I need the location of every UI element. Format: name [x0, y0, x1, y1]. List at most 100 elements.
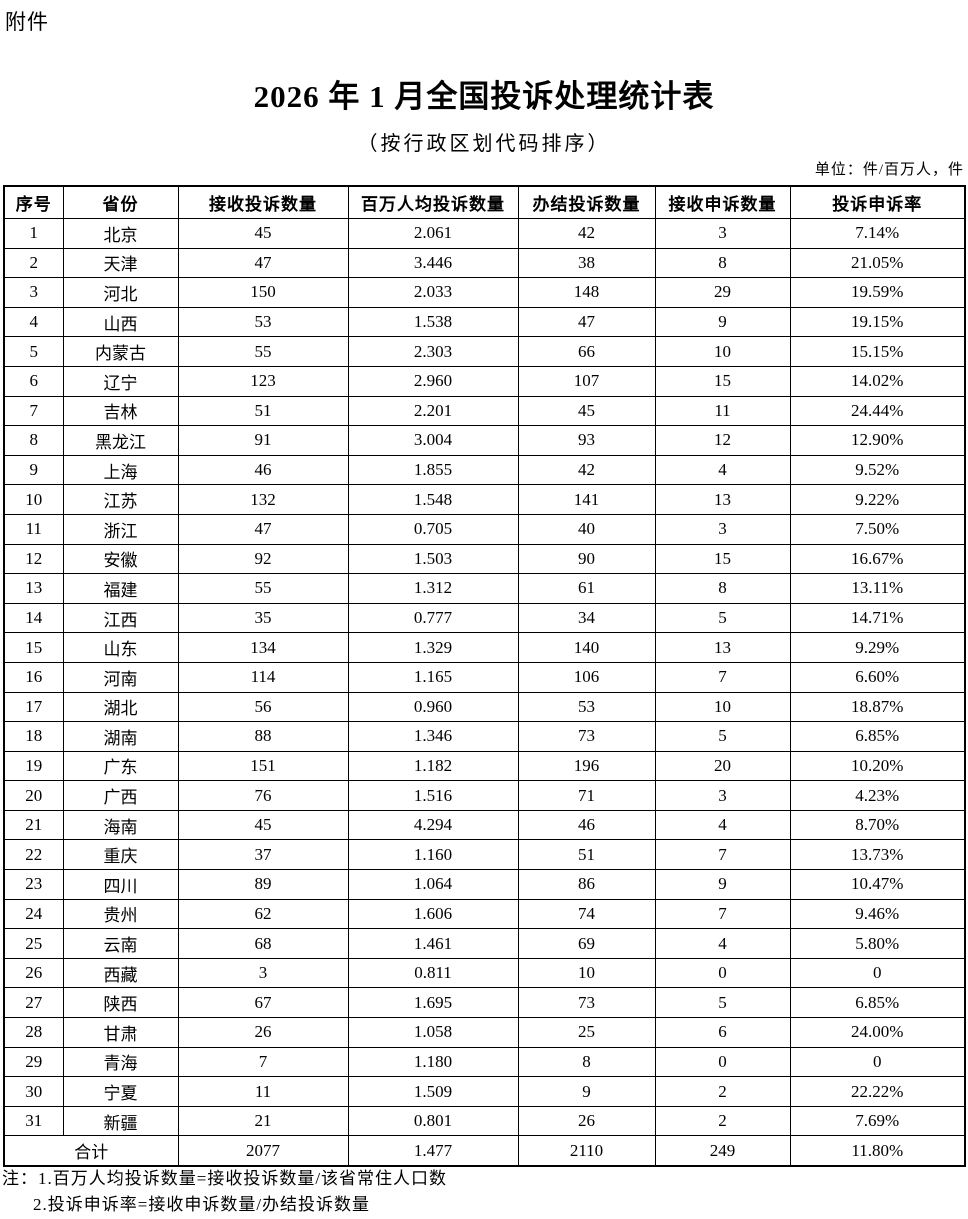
- table-cell: 6.85%: [789, 721, 966, 752]
- table-cell: 47: [177, 513, 349, 545]
- table-cell: 42: [517, 454, 656, 486]
- table-cell: 上海: [62, 454, 179, 486]
- footnotes: 注：1.百万人均投诉数量=接收投诉数量/该省常住人口数 2.投诉申诉率=接收申诉…: [2, 1166, 447, 1219]
- table-cell: 13: [654, 632, 791, 663]
- table-cell: 12: [3, 543, 64, 575]
- table-cell: 广东: [62, 750, 179, 782]
- table-cell: 宁夏: [62, 1076, 179, 1107]
- table-row: 22 重庆 37 1.160 51 7 13.73%: [3, 839, 966, 871]
- table-cell: 浙江: [62, 513, 179, 545]
- table-row: 30 宁夏 11 1.509 9 2 22.22%: [3, 1076, 966, 1107]
- table-cell: 甘肃: [62, 1017, 179, 1048]
- table-row: 23 四川 89 1.064 86 9 10.47%: [3, 869, 966, 900]
- table-cell: 73: [517, 721, 656, 752]
- table-cell: 42: [517, 218, 656, 249]
- table-cell: 9.29%: [789, 632, 966, 663]
- table-cell: 河北: [62, 277, 179, 308]
- table-cell: 6: [3, 365, 64, 397]
- column-header: 百万人均投诉数量: [347, 185, 519, 219]
- table-cell: 40: [517, 513, 656, 545]
- table-cell: 1: [3, 218, 64, 249]
- table-cell: 5.80%: [789, 928, 966, 959]
- table-cell: 3: [654, 218, 791, 249]
- table-cell: 7.69%: [789, 1105, 966, 1137]
- total-value-cell: 1.477: [347, 1135, 519, 1167]
- table-cell: 7: [654, 839, 791, 871]
- table-cell: 45: [517, 395, 656, 427]
- table-cell: 55: [177, 336, 349, 367]
- table-cell: 90: [517, 543, 656, 575]
- table-cell: 9: [654, 306, 791, 338]
- table-row: 14 江西 35 0.777 34 5 14.71%: [3, 602, 966, 634]
- table-cell: 0.811: [347, 957, 519, 989]
- table-cell: 26: [517, 1105, 656, 1137]
- table-cell: 30: [3, 1076, 64, 1107]
- footnote-2: 2.投诉申诉率=接收申诉数量/办结投诉数量: [33, 1195, 371, 1215]
- table-cell: 3: [654, 780, 791, 811]
- table-cell: 19: [3, 750, 64, 782]
- table-cell: 13: [3, 573, 64, 604]
- table-cell: 25: [3, 928, 64, 959]
- table-cell: 17: [3, 691, 64, 723]
- table-cell: 1.548: [347, 484, 519, 515]
- table-cell: 15: [654, 365, 791, 397]
- table-cell: 海南: [62, 809, 179, 841]
- table-row: 18 湖南 88 1.346 73 5 6.85%: [3, 721, 966, 752]
- table-cell: 22.22%: [789, 1076, 966, 1107]
- table-cell: 20: [654, 750, 791, 782]
- table-cell: 0: [789, 957, 966, 989]
- table-cell: 13.11%: [789, 573, 966, 604]
- table-row: 31 新疆 21 0.801 26 2 7.69%: [3, 1105, 966, 1137]
- table-cell: 18.87%: [789, 691, 966, 723]
- table-cell: 北京: [62, 218, 179, 249]
- table-row: 6 辽宁 123 2.960 107 15 14.02%: [3, 365, 966, 397]
- table-cell: 134: [177, 632, 349, 663]
- table-cell: 8: [517, 1046, 656, 1078]
- table-cell: 26: [3, 957, 64, 989]
- table-cell: 23: [3, 869, 64, 900]
- column-header: 办结投诉数量: [517, 185, 656, 219]
- table-cell: 29: [3, 1046, 64, 1078]
- table-cell: 辽宁: [62, 365, 179, 397]
- unit-note: 单位：件/百万人，件: [814, 162, 964, 178]
- table-cell: 140: [517, 632, 656, 663]
- table-cell: 74: [517, 898, 656, 930]
- table-cell: 13: [654, 484, 791, 515]
- table-cell: 20: [3, 780, 64, 811]
- table-cell: 9.46%: [789, 898, 966, 930]
- table-cell: 1.180: [347, 1046, 519, 1078]
- table-cell: 1.346: [347, 721, 519, 752]
- table-cell: 4: [654, 454, 791, 486]
- table-cell: 4: [654, 928, 791, 959]
- table-cell: 新疆: [62, 1105, 179, 1137]
- table-cell: 14.02%: [789, 365, 966, 397]
- table-cell: 91: [177, 425, 349, 456]
- table-row: 26 西藏 3 0.811 10 0 0: [3, 957, 966, 989]
- table-cell: 1.329: [347, 632, 519, 663]
- table-cell: 148: [517, 277, 656, 308]
- table-row: 8 黑龙江 91 3.004 93 12 12.90%: [3, 425, 966, 456]
- table-cell: 3.004: [347, 425, 519, 456]
- table-cell: 55: [177, 573, 349, 604]
- table-cell: 湖南: [62, 721, 179, 752]
- table-cell: 16: [3, 661, 64, 693]
- column-header: 投诉申诉率: [789, 185, 966, 219]
- table-row: 12 安徽 92 1.503 90 15 16.67%: [3, 543, 966, 575]
- table-cell: 2: [654, 1105, 791, 1137]
- table-cell: 云南: [62, 928, 179, 959]
- table-cell: 10: [3, 484, 64, 515]
- table-cell: 黑龙江: [62, 425, 179, 456]
- table-cell: 山东: [62, 632, 179, 663]
- table-cell: 25: [517, 1017, 656, 1048]
- table-cell: 1.509: [347, 1076, 519, 1107]
- table-cell: 广西: [62, 780, 179, 811]
- table-cell: 福建: [62, 573, 179, 604]
- table-cell: 1.503: [347, 543, 519, 575]
- table-row: 16 河南 114 1.165 106 7 6.60%: [3, 661, 966, 693]
- table-cell: 1.165: [347, 661, 519, 693]
- table-cell: 江苏: [62, 484, 179, 515]
- table-cell: 陕西: [62, 987, 179, 1019]
- table-cell: 15: [3, 632, 64, 663]
- table-cell: 114: [177, 661, 349, 693]
- table-cell: 11: [3, 513, 64, 545]
